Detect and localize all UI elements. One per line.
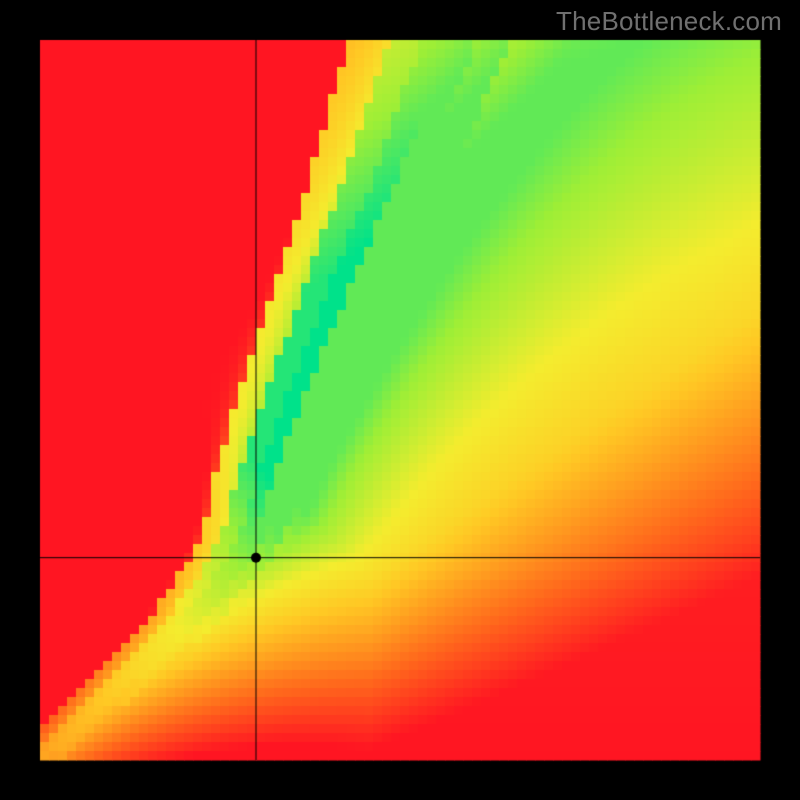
bottleneck-heatmap	[0, 0, 800, 800]
watermark-text: TheBottleneck.com	[556, 6, 782, 37]
